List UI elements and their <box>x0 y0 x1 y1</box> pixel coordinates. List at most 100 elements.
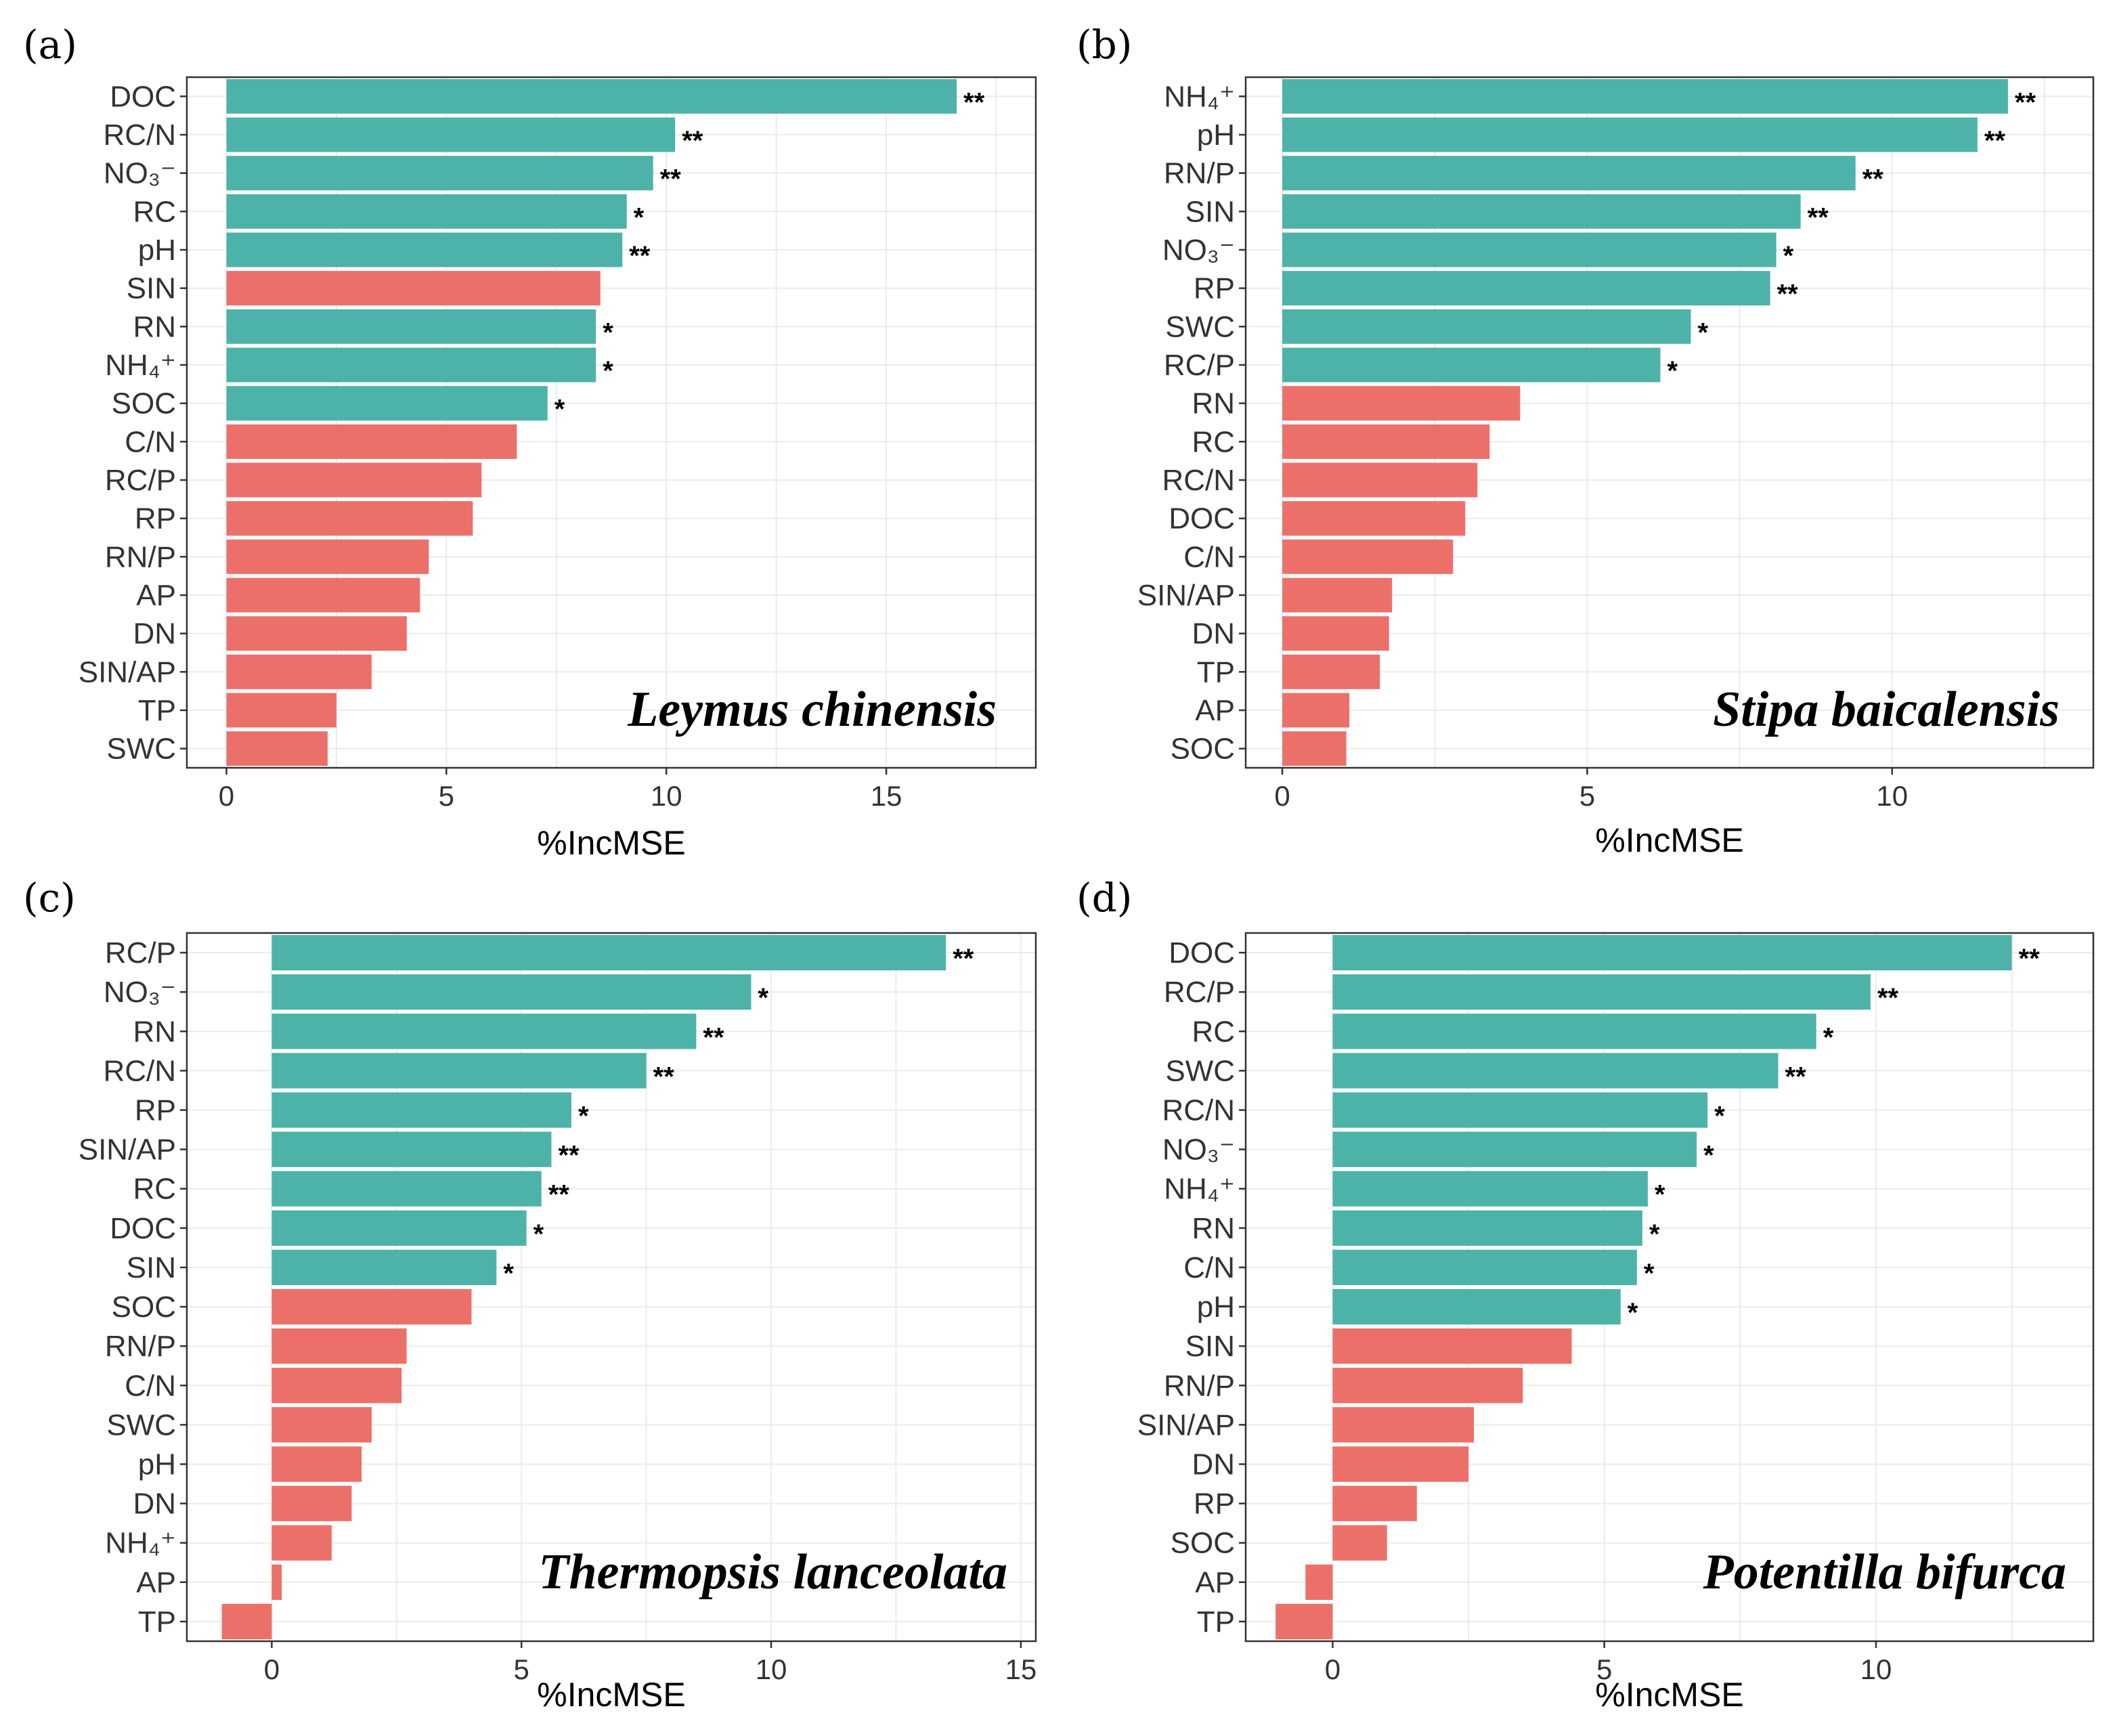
bar <box>271 1525 332 1561</box>
y-tick-label: SIN <box>1185 195 1235 228</box>
y-tick-label: SIN/AP <box>79 1133 176 1167</box>
significance-mark: ** <box>703 1022 724 1052</box>
bar <box>1282 539 1454 574</box>
bar <box>1332 1446 1469 1482</box>
x-tick-label: 10 <box>1876 780 1908 812</box>
y-tick-label: TP <box>138 694 176 727</box>
bar <box>1332 1210 1642 1246</box>
bar <box>271 1131 552 1167</box>
x-tick-label: 5 <box>1596 1653 1612 1685</box>
species-title: Leymus chinensis <box>627 682 997 737</box>
y-tick-label: DN <box>133 1488 176 1521</box>
bar <box>1282 462 1478 498</box>
bar <box>1282 424 1490 459</box>
bar <box>271 1210 527 1246</box>
significance-mark: ** <box>1808 202 1829 232</box>
y-tick-label: SWC <box>1165 1054 1235 1087</box>
bar <box>271 974 751 1010</box>
bar <box>1282 578 1393 613</box>
y-tick-label: NH₄⁺ <box>1164 1173 1235 1206</box>
bar <box>226 731 328 766</box>
y-tick-label: SIN/AP <box>1137 1408 1235 1441</box>
y-tick-label: RN/P <box>105 540 176 573</box>
y-tick-label: RC/N <box>103 1054 176 1087</box>
bar <box>271 1171 542 1207</box>
species-title: Thermopsis lanceolata <box>538 1544 1007 1600</box>
bar <box>226 232 623 267</box>
significance-mark: ** <box>1777 280 1799 309</box>
bar <box>271 1014 697 1049</box>
bar <box>1332 1525 1387 1561</box>
bar <box>271 1564 282 1600</box>
y-tick-label: SIN/AP <box>1137 579 1235 612</box>
y-tick-label: RC/P <box>1164 349 1235 382</box>
y-tick-label: DOC <box>1169 502 1235 536</box>
y-tick-label: DN <box>133 617 176 651</box>
bar <box>226 654 372 689</box>
y-tick-label: RC/N <box>1162 464 1235 497</box>
y-tick-label: RN <box>133 310 176 343</box>
bar <box>226 578 420 613</box>
y-tick-label: RC/N <box>1162 1094 1235 1127</box>
significance-mark: * <box>634 202 645 232</box>
significance-mark: ** <box>558 1141 580 1171</box>
bar <box>1332 1288 1621 1325</box>
y-tick-label: RP <box>135 1094 176 1127</box>
plot-frame <box>186 76 1037 769</box>
significance-mark: ** <box>1984 126 2006 156</box>
y-tick-label: NH₄⁺ <box>1164 80 1235 113</box>
bar <box>271 1407 372 1443</box>
panel-letter: (c) <box>23 875 76 921</box>
y-tick-label: SWC <box>1165 310 1235 343</box>
bar <box>271 1368 402 1404</box>
significance-mark: ** <box>548 1180 570 1210</box>
significance-mark: ** <box>953 944 974 974</box>
y-tick-label: RC/P <box>105 936 176 970</box>
y-tick-label: RN/P <box>1164 157 1235 190</box>
panel-letter: (d) <box>1076 875 1132 921</box>
y-tick-label: RC <box>1192 1015 1235 1048</box>
bar <box>271 1092 571 1128</box>
bar <box>1282 309 1691 344</box>
significance-mark: * <box>603 318 613 347</box>
bar <box>1332 1407 1475 1443</box>
bar <box>1332 1171 1648 1207</box>
bar <box>226 79 957 114</box>
y-tick-label: RP <box>135 502 176 536</box>
panel-c: (c)RC/P **NO₃⁻ *RN **RC/N **RP *SIN/AP **RC **D… <box>23 875 1037 1714</box>
significance-mark: * <box>1698 318 1709 347</box>
bar <box>271 1328 407 1364</box>
bar <box>271 1288 472 1325</box>
x-tick-label: 15 <box>871 780 902 812</box>
significance-mark: ** <box>2015 87 2036 117</box>
significance-mark: ** <box>963 87 985 117</box>
y-tick-label: SOC <box>1171 1527 1235 1560</box>
x-tick-label: 0 <box>1274 780 1290 812</box>
y-tick-label: DOC <box>110 1212 176 1245</box>
x-axis-label: %IncMSE <box>1595 1676 1744 1714</box>
y-tick-label: C/N <box>125 425 176 458</box>
y-tick-label: DOC <box>1169 936 1235 970</box>
y-tick-label: C/N <box>1183 1251 1235 1284</box>
significance-mark: * <box>603 356 613 386</box>
significance-mark: * <box>1823 1022 1834 1052</box>
bar <box>226 616 407 651</box>
bar <box>226 539 429 574</box>
panel-letter: (b) <box>1076 22 1132 68</box>
y-tick-label: RN/P <box>105 1330 176 1363</box>
y-tick-label: SOC <box>112 387 176 420</box>
bar <box>1332 934 2012 971</box>
bar <box>1282 347 1661 383</box>
significance-mark: * <box>1644 1259 1655 1288</box>
significance-mark: * <box>1783 241 1794 271</box>
y-tick-label: RC/N <box>103 118 176 152</box>
panel-a: (a) DOC ** RC/N ** NO₃⁻ ** RC * pH ** SIN RN * NH₄⁺ * SO… <box>23 22 1037 862</box>
species-title: Potentilla bifurca <box>1703 1544 2067 1600</box>
significance-mark: ** <box>1877 983 1899 1013</box>
y-tick-label: SOC <box>112 1290 176 1324</box>
significance-mark: ** <box>682 126 703 156</box>
bar <box>226 347 596 383</box>
plot-frame <box>1244 76 2095 769</box>
plot-frame <box>186 932 1037 1643</box>
